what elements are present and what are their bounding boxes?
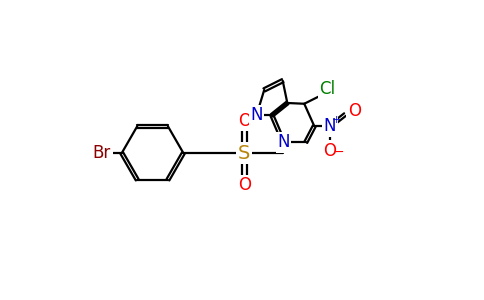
Text: S: S xyxy=(238,143,250,163)
Text: O: O xyxy=(348,102,361,120)
Text: O: O xyxy=(238,112,251,130)
Text: O: O xyxy=(238,176,251,194)
Text: −: − xyxy=(333,146,344,159)
Text: N: N xyxy=(277,133,290,151)
Text: Br: Br xyxy=(92,144,111,162)
Text: O: O xyxy=(323,142,336,160)
Text: N: N xyxy=(323,117,336,135)
Text: N: N xyxy=(250,106,263,124)
Text: Cl: Cl xyxy=(319,80,335,98)
Text: +: + xyxy=(332,115,341,125)
